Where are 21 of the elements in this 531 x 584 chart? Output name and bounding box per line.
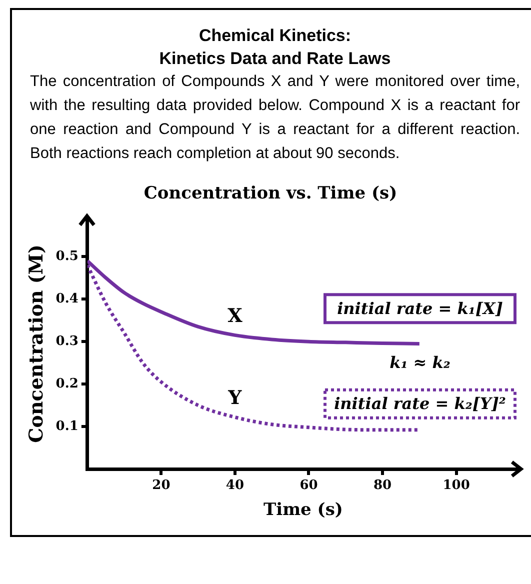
y-tick-label: 0.5 bbox=[56, 249, 78, 264]
chart-subtitle: The concentration of Compounds X and Y were monitored over time, with the resulting data provided below. Compound X is a reactant for one reaction and Compound Y is a reactant for a different reaction. Both reactions reach completion at about 90 seconds. bbox=[30, 72, 520, 164]
y-tick-label: 0.1 bbox=[56, 418, 78, 434]
annotation: initial rate = k₂[Y]² bbox=[334, 394, 506, 413]
x-tick-label: 80 bbox=[373, 478, 392, 494]
x-tick-label: 20 bbox=[152, 478, 170, 494]
annotation: initial rate = k₁[X] bbox=[337, 298, 503, 318]
annotation: k₁ ≈ k₂ bbox=[390, 352, 450, 372]
y-tick-label: 0.2 bbox=[56, 376, 78, 392]
text: Kinetics Data and Rate Laws bbox=[158, 48, 392, 70]
y-tick-label: 0.3 bbox=[56, 334, 78, 349]
series-label: Y bbox=[227, 387, 242, 410]
chart-title: Concentration vs. Time (s) bbox=[144, 184, 398, 204]
text: Chemical Kinetics: bbox=[198, 25, 352, 47]
x-tick-label: 40 bbox=[226, 478, 244, 494]
x-axis-title: Time (s) bbox=[263, 500, 343, 520]
x-tick-label: 60 bbox=[300, 478, 318, 494]
x-tick-label: 100 bbox=[442, 478, 470, 494]
y-tick-label: 0.4 bbox=[56, 291, 78, 306]
series-label: X bbox=[228, 305, 243, 328]
y-axis-title: Concentration (M) bbox=[25, 244, 48, 443]
